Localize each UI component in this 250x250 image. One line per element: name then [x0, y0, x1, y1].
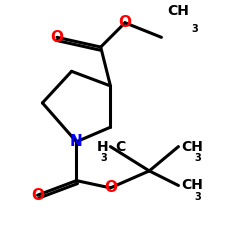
Text: O: O: [50, 30, 64, 45]
Text: O: O: [31, 188, 44, 203]
Text: CH: CH: [181, 140, 203, 153]
Text: 3: 3: [100, 153, 107, 163]
Text: N: N: [70, 134, 83, 149]
Text: O: O: [118, 15, 132, 30]
Text: C: C: [115, 140, 126, 153]
Text: CH: CH: [181, 178, 203, 192]
Text: CH: CH: [168, 4, 189, 18]
Text: 3: 3: [194, 153, 201, 163]
Text: H: H: [96, 140, 108, 153]
Text: 3: 3: [194, 192, 201, 202]
Text: 3: 3: [192, 24, 198, 34]
Text: O: O: [104, 180, 117, 196]
